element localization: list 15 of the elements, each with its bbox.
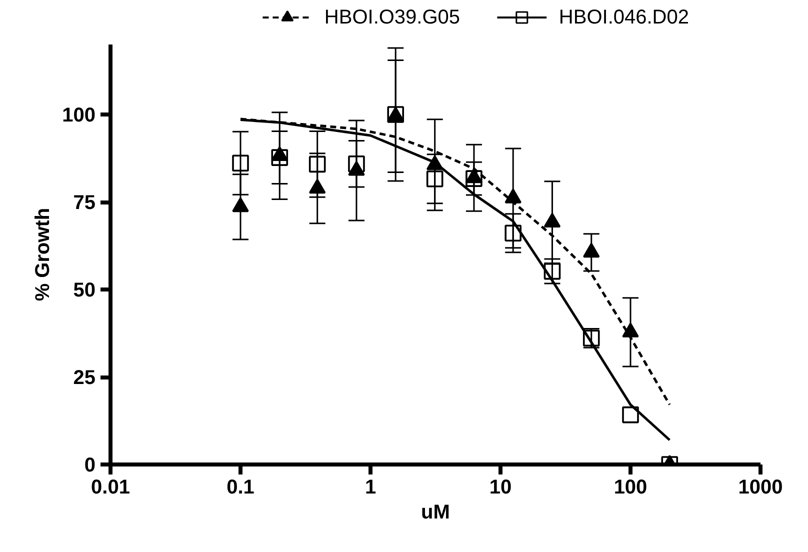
- y-tick-label: 25: [73, 367, 96, 389]
- x-tick-label: 1000: [738, 476, 783, 498]
- x-tick-label: 0.1: [226, 476, 254, 498]
- y-tick-label: 0: [84, 454, 96, 476]
- y-tick-label: 75: [73, 192, 96, 214]
- x-tick-label: 10: [489, 476, 512, 498]
- x-tick-label: 1: [364, 476, 376, 498]
- x-axis-title: uM: [421, 502, 450, 524]
- legend-label: HBOI.O39.G05: [324, 6, 460, 28]
- x-tick-label: 100: [614, 476, 648, 498]
- legend-label: HBOI.046.D02: [558, 6, 689, 28]
- y-tick-label: 100: [62, 104, 96, 126]
- y-axis-title: % Growth: [32, 208, 54, 302]
- y-tick-label: 50: [73, 280, 96, 302]
- x-tick-label: 0.01: [91, 476, 130, 498]
